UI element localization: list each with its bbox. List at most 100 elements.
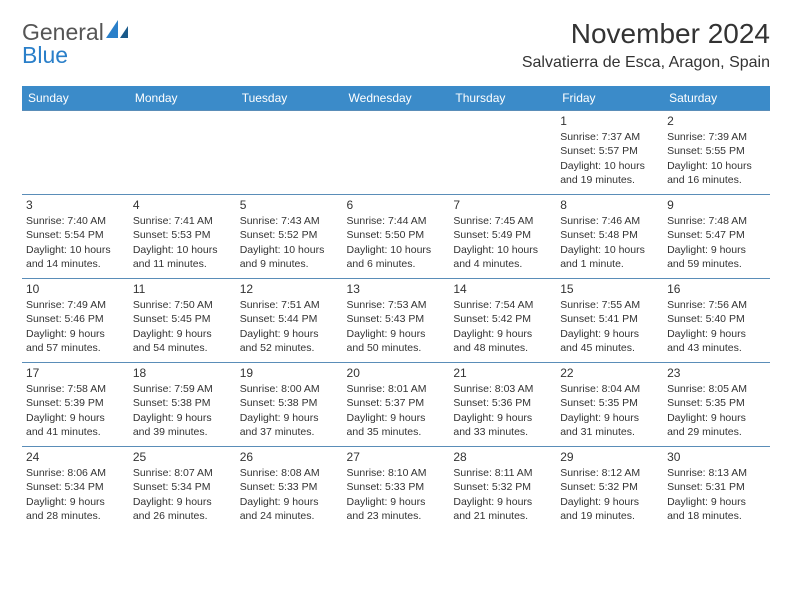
month-title: November 2024 (522, 18, 770, 50)
day-number: 7 (453, 197, 552, 213)
calendar-cell: 8Sunrise: 7:46 AMSunset: 5:48 PMDaylight… (556, 195, 663, 279)
day-header: Sunday (22, 86, 129, 111)
calendar-cell: 24Sunrise: 8:06 AMSunset: 5:34 PMDayligh… (22, 447, 129, 531)
daylight-text: Daylight: 9 hours and 35 minutes. (347, 411, 446, 439)
sunrise-text: Sunrise: 7:46 AM (560, 214, 659, 228)
calendar-cell: 14Sunrise: 7:54 AMSunset: 5:42 PMDayligh… (449, 279, 556, 363)
calendar-cell: 9Sunrise: 7:48 AMSunset: 5:47 PMDaylight… (663, 195, 770, 279)
calendar-cell: 15Sunrise: 7:55 AMSunset: 5:41 PMDayligh… (556, 279, 663, 363)
sunset-text: Sunset: 5:34 PM (26, 480, 125, 494)
day-header-row: Sunday Monday Tuesday Wednesday Thursday… (22, 86, 770, 111)
daylight-text: Daylight: 9 hours and 28 minutes. (26, 495, 125, 523)
daylight-text: Daylight: 9 hours and 31 minutes. (560, 411, 659, 439)
sunrise-text: Sunrise: 8:07 AM (133, 466, 232, 480)
logo: General Blue (22, 18, 130, 67)
day-number: 29 (560, 449, 659, 465)
day-number: 20 (347, 365, 446, 381)
sunset-text: Sunset: 5:47 PM (667, 228, 766, 242)
daylight-text: Daylight: 9 hours and 54 minutes. (133, 327, 232, 355)
sunset-text: Sunset: 5:57 PM (560, 144, 659, 158)
calendar-cell: 4Sunrise: 7:41 AMSunset: 5:53 PMDaylight… (129, 195, 236, 279)
sunrise-text: Sunrise: 7:51 AM (240, 298, 339, 312)
sunrise-text: Sunrise: 7:41 AM (133, 214, 232, 228)
daylight-text: Daylight: 9 hours and 45 minutes. (560, 327, 659, 355)
sunrise-text: Sunrise: 8:11 AM (453, 466, 552, 480)
calendar-cell: 26Sunrise: 8:08 AMSunset: 5:33 PMDayligh… (236, 447, 343, 531)
sunset-text: Sunset: 5:33 PM (240, 480, 339, 494)
day-number: 14 (453, 281, 552, 297)
calendar-cell (129, 111, 236, 195)
sunset-text: Sunset: 5:37 PM (347, 396, 446, 410)
day-number: 3 (26, 197, 125, 213)
sunset-text: Sunset: 5:46 PM (26, 312, 125, 326)
sunrise-text: Sunrise: 8:10 AM (347, 466, 446, 480)
calendar-cell: 16Sunrise: 7:56 AMSunset: 5:40 PMDayligh… (663, 279, 770, 363)
day-header: Tuesday (236, 86, 343, 111)
sunset-text: Sunset: 5:44 PM (240, 312, 339, 326)
day-number: 10 (26, 281, 125, 297)
calendar-cell: 10Sunrise: 7:49 AMSunset: 5:46 PMDayligh… (22, 279, 129, 363)
sunrise-text: Sunrise: 8:06 AM (26, 466, 125, 480)
daylight-text: Daylight: 9 hours and 59 minutes. (667, 243, 766, 271)
day-number: 13 (347, 281, 446, 297)
sunrise-text: Sunrise: 7:50 AM (133, 298, 232, 312)
calendar-cell: 6Sunrise: 7:44 AMSunset: 5:50 PMDaylight… (343, 195, 450, 279)
sunrise-text: Sunrise: 7:39 AM (667, 130, 766, 144)
sunset-text: Sunset: 5:42 PM (453, 312, 552, 326)
calendar-cell: 22Sunrise: 8:04 AMSunset: 5:35 PMDayligh… (556, 363, 663, 447)
day-number: 1 (560, 113, 659, 129)
day-number: 24 (26, 449, 125, 465)
sunset-text: Sunset: 5:49 PM (453, 228, 552, 242)
location: Salvatierra de Esca, Aragon, Spain (522, 54, 770, 72)
header: General Blue November 2024 Salvatierra d… (22, 18, 770, 72)
daylight-text: Daylight: 9 hours and 57 minutes. (26, 327, 125, 355)
sunset-text: Sunset: 5:39 PM (26, 396, 125, 410)
calendar-cell (449, 111, 556, 195)
day-number: 16 (667, 281, 766, 297)
calendar-cell: 28Sunrise: 8:11 AMSunset: 5:32 PMDayligh… (449, 447, 556, 531)
sunrise-text: Sunrise: 7:59 AM (133, 382, 232, 396)
daylight-text: Daylight: 10 hours and 11 minutes. (133, 243, 232, 271)
day-header: Friday (556, 86, 663, 111)
daylight-text: Daylight: 9 hours and 29 minutes. (667, 411, 766, 439)
sunrise-text: Sunrise: 7:40 AM (26, 214, 125, 228)
calendar-cell: 13Sunrise: 7:53 AMSunset: 5:43 PMDayligh… (343, 279, 450, 363)
calendar-week-row: 17Sunrise: 7:58 AMSunset: 5:39 PMDayligh… (22, 363, 770, 447)
logo-text-2: Blue (22, 42, 68, 68)
sunset-text: Sunset: 5:32 PM (560, 480, 659, 494)
logo-text: General Blue (22, 18, 130, 67)
calendar-cell: 27Sunrise: 8:10 AMSunset: 5:33 PMDayligh… (343, 447, 450, 531)
sunset-text: Sunset: 5:43 PM (347, 312, 446, 326)
daylight-text: Daylight: 9 hours and 37 minutes. (240, 411, 339, 439)
day-number: 19 (240, 365, 339, 381)
daylight-text: Daylight: 10 hours and 6 minutes. (347, 243, 446, 271)
day-number: 8 (560, 197, 659, 213)
sunrise-text: Sunrise: 7:48 AM (667, 214, 766, 228)
sunrise-text: Sunrise: 7:56 AM (667, 298, 766, 312)
sunset-text: Sunset: 5:31 PM (667, 480, 766, 494)
sunrise-text: Sunrise: 8:05 AM (667, 382, 766, 396)
day-number: 30 (667, 449, 766, 465)
sunrise-text: Sunrise: 7:53 AM (347, 298, 446, 312)
sail-icon (104, 18, 130, 40)
calendar-cell: 19Sunrise: 8:00 AMSunset: 5:38 PMDayligh… (236, 363, 343, 447)
day-number: 25 (133, 449, 232, 465)
day-header: Monday (129, 86, 236, 111)
calendar-cell: 18Sunrise: 7:59 AMSunset: 5:38 PMDayligh… (129, 363, 236, 447)
day-number: 6 (347, 197, 446, 213)
daylight-text: Daylight: 9 hours and 21 minutes. (453, 495, 552, 523)
day-number: 12 (240, 281, 339, 297)
calendar-cell: 3Sunrise: 7:40 AMSunset: 5:54 PMDaylight… (22, 195, 129, 279)
daylight-text: Daylight: 10 hours and 19 minutes. (560, 159, 659, 187)
daylight-text: Daylight: 10 hours and 16 minutes. (667, 159, 766, 187)
day-number: 17 (26, 365, 125, 381)
sunset-text: Sunset: 5:50 PM (347, 228, 446, 242)
daylight-text: Daylight: 10 hours and 4 minutes. (453, 243, 552, 271)
calendar-cell: 23Sunrise: 8:05 AMSunset: 5:35 PMDayligh… (663, 363, 770, 447)
title-block: November 2024 Salvatierra de Esca, Arago… (522, 18, 770, 72)
day-number: 18 (133, 365, 232, 381)
calendar-cell: 1Sunrise: 7:37 AMSunset: 5:57 PMDaylight… (556, 111, 663, 195)
calendar-cell: 5Sunrise: 7:43 AMSunset: 5:52 PMDaylight… (236, 195, 343, 279)
calendar-cell (343, 111, 450, 195)
calendar-cell: 21Sunrise: 8:03 AMSunset: 5:36 PMDayligh… (449, 363, 556, 447)
